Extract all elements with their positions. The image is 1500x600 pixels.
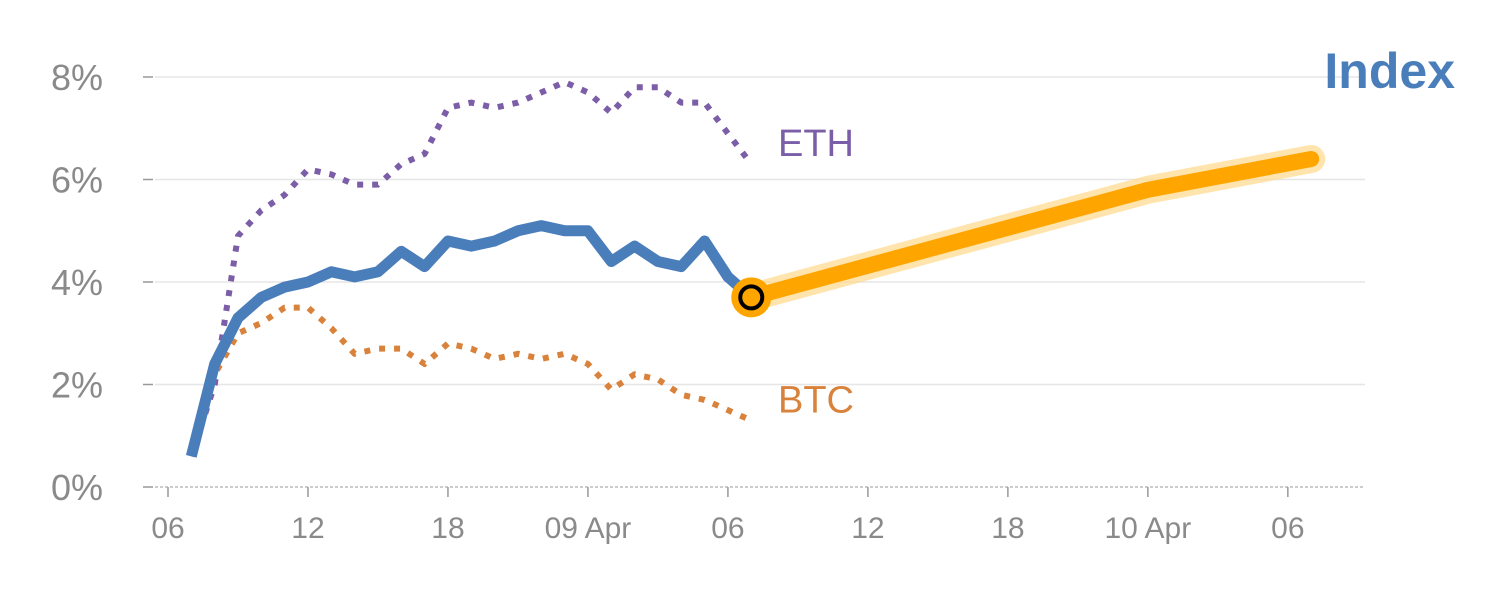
- btc-label: BTC: [778, 379, 854, 421]
- junction-marker-inner: [738, 284, 765, 311]
- markers: [731, 277, 772, 318]
- index-line: [185, 220, 755, 458]
- y-tick-label: 2%: [51, 365, 103, 406]
- y-tick-label: 0%: [51, 467, 103, 508]
- labels: ETH BTC Index: [778, 43, 1455, 421]
- x-tick-label: 12: [291, 512, 324, 545]
- x-tick-label: 18: [431, 512, 464, 545]
- x-tick-label: 12: [851, 512, 884, 545]
- eth-line: [188, 79, 754, 458]
- y-tick-label: 6%: [51, 160, 103, 201]
- x-tick-label: 10 Apr: [1104, 512, 1191, 545]
- x-tick-label: 06: [711, 512, 744, 545]
- y-tick-label: 4%: [51, 262, 103, 303]
- eth-label: ETH: [778, 123, 854, 165]
- y-tick-label: 8%: [51, 57, 103, 98]
- btc-line: [188, 304, 753, 458]
- series-lines: [185, 79, 1326, 458]
- x-tick-label: 18: [991, 512, 1024, 545]
- projection-line: [743, 151, 1320, 306]
- x-tick-label: 09 Apr: [545, 512, 632, 545]
- x-tick-label: 06: [1271, 512, 1304, 545]
- chart-title: Index: [1324, 43, 1455, 99]
- axes: 0% 2% 4% 6% 8% 06 12 18 09 Apr 06 12 18 10 Apr 06: [51, 57, 1365, 545]
- grid-lines: [155, 76, 1365, 386]
- x-tick-label: 06: [151, 512, 184, 545]
